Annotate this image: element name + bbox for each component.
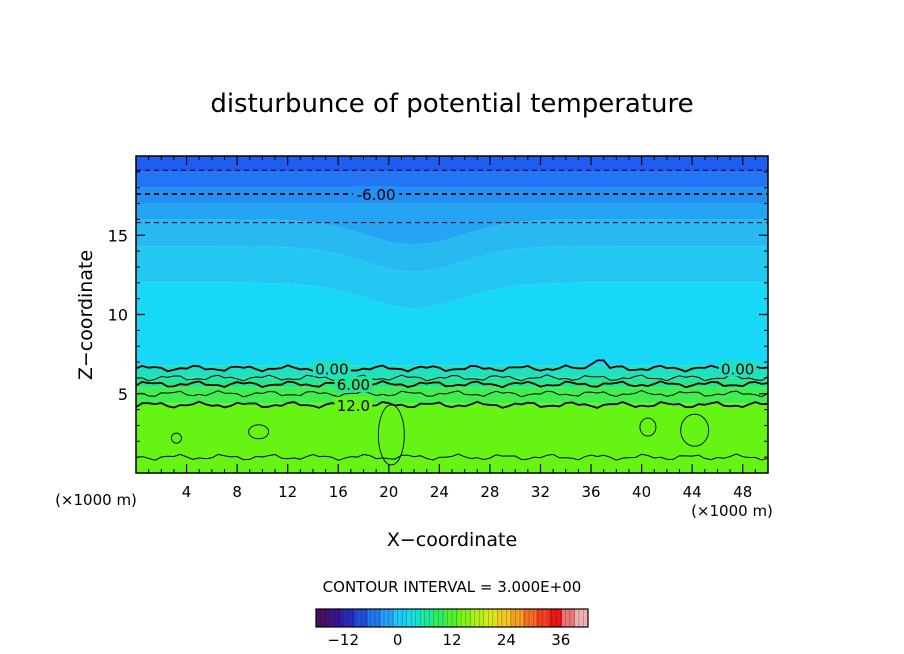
contour-line	[136, 390, 768, 398]
field-band	[136, 156, 768, 172]
colorbar-swatch	[484, 609, 498, 627]
y-axis-ticks: 5 10 15	[108, 171, 768, 458]
contour-label: 0.00	[721, 360, 754, 378]
field-band	[136, 203, 768, 245]
contour-blob	[680, 413, 710, 447]
x-tick-label: 44	[683, 483, 702, 501]
colorbar-swatch	[575, 609, 589, 627]
colorbar-swatch	[497, 609, 511, 627]
colorbar-swatch	[316, 609, 330, 627]
x-tick-label: 12	[278, 483, 297, 501]
colorbar-tick-label: 36	[551, 631, 570, 649]
contour-label: 6.00	[337, 376, 370, 394]
colorbar-tick-label: 12	[442, 631, 461, 649]
field-band	[136, 282, 768, 366]
colorbar-tick-label: 0	[393, 631, 403, 649]
contour-label-bg	[312, 360, 351, 377]
colorbar-ticks: −12 0 12 24 36	[327, 631, 570, 649]
colorbar-swatch	[536, 609, 550, 627]
contour-blob	[170, 432, 182, 444]
contour-blob	[639, 417, 657, 437]
y-tick-label: 5	[118, 385, 128, 404]
x-tick-label: 28	[480, 483, 499, 501]
colorbar-swatch	[458, 609, 472, 627]
colorbar-swatch	[393, 609, 408, 627]
colorbar-swatch	[419, 609, 434, 627]
contour-interval-label: CONTOUR INTERVAL = 3.000E+00	[323, 578, 582, 596]
colorbar-swatch	[341, 609, 356, 627]
x-axis-label: X−coordinate	[387, 529, 517, 551]
contour-line	[136, 359, 768, 373]
contour-line	[136, 374, 768, 382]
colorbar-tick-label: 24	[497, 631, 516, 649]
contour-label: -6.00	[357, 186, 396, 204]
x-tick-label: 4	[182, 483, 192, 501]
x-tick-label: 24	[430, 483, 449, 501]
contour-label-bg	[334, 376, 373, 393]
field-band	[136, 187, 768, 204]
contour-label: 12.0	[337, 397, 370, 415]
colorbar-swatch	[549, 609, 563, 627]
y-tick-label: 15	[108, 226, 128, 245]
contour-lines	[136, 169, 768, 461]
contour-blob	[248, 424, 270, 440]
field-band	[136, 246, 768, 309]
colorbar-swatch	[406, 609, 421, 627]
colorbar-swatch	[510, 609, 524, 627]
temperature-field	[136, 156, 768, 473]
contour-line	[136, 453, 768, 461]
contour-label-bg	[718, 360, 757, 377]
x-unit-label: (×1000 m)	[691, 502, 773, 520]
colorbar-swatch	[328, 609, 343, 627]
contour-label-bg	[352, 186, 400, 203]
contour-line	[136, 380, 768, 389]
x-tick-label: 16	[329, 483, 348, 501]
y-axis-label: Z−coordinate	[75, 250, 97, 380]
x-tick-label: 40	[632, 483, 651, 501]
colorbar	[315, 608, 589, 628]
x-tick-label: 32	[531, 483, 550, 501]
colorbar-swatch	[562, 609, 576, 627]
colorbar-tick-label: −12	[327, 631, 359, 649]
colorbar-swatch	[432, 609, 447, 627]
colorbar-frame	[315, 608, 589, 628]
field-band	[136, 219, 768, 272]
field-band	[136, 403, 768, 473]
z-unit-label: (×1000 m)	[55, 491, 137, 509]
colorbar-swatch	[471, 609, 485, 627]
x-tick-label: 36	[581, 483, 600, 501]
x-axis-ticks: 4 8 12 16 20 24 28 32 36 40 44 48	[148, 156, 756, 501]
colorbar-swatch	[380, 609, 395, 627]
chart-title: disturbunce of potential temperature	[210, 89, 693, 119]
colorbar-swatch	[445, 609, 459, 627]
colorbar-swatch	[523, 609, 537, 627]
y-tick-label: 10	[108, 306, 128, 325]
colorbar-swatch	[367, 609, 382, 627]
field-band	[136, 387, 768, 404]
x-tick-label: 48	[733, 483, 752, 501]
contour-label-bg	[334, 396, 373, 413]
contour-line	[136, 400, 768, 409]
x-tick-label: 20	[379, 483, 398, 501]
colorbar-swatch	[354, 609, 369, 627]
field-band	[136, 171, 768, 188]
x-tick-label: 8	[232, 483, 242, 501]
contour-label: 0.00	[315, 360, 348, 378]
